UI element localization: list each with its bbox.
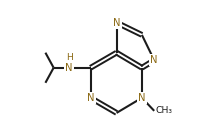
Text: N: N xyxy=(87,93,94,103)
Text: N: N xyxy=(65,63,72,73)
Text: N: N xyxy=(150,55,158,65)
Text: N: N xyxy=(113,18,120,28)
Text: CH₃: CH₃ xyxy=(156,106,172,115)
Text: N: N xyxy=(138,93,146,103)
Text: H: H xyxy=(66,53,73,62)
